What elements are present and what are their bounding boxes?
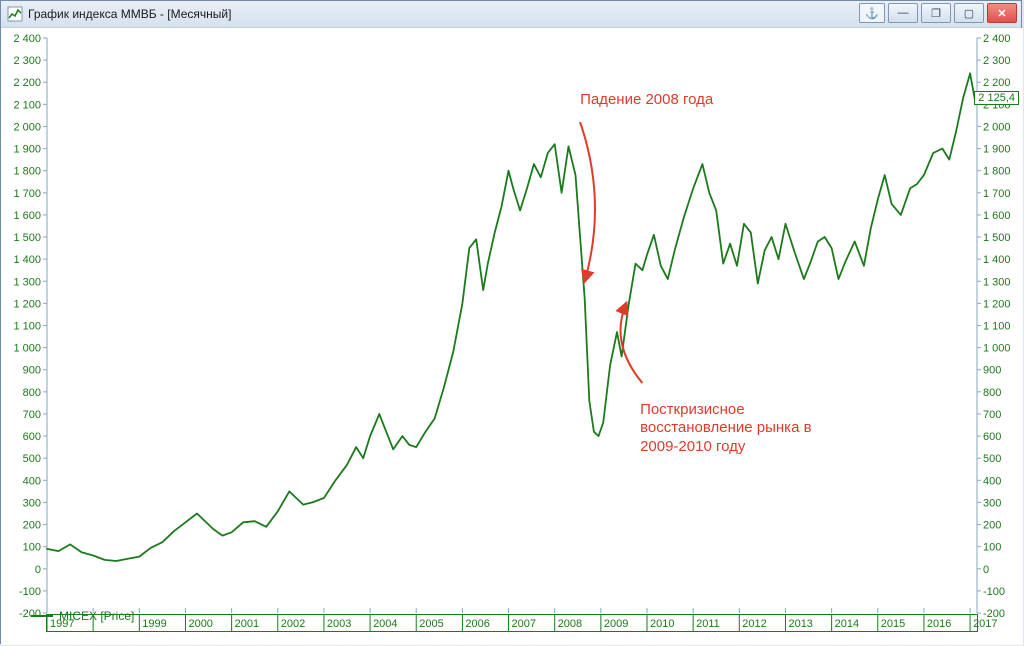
svg-text:300: 300 <box>983 497 1001 509</box>
svg-text:2016: 2016 <box>927 618 951 630</box>
svg-text:2 400: 2 400 <box>13 33 41 45</box>
svg-text:600: 600 <box>983 431 1001 443</box>
svg-text:900: 900 <box>23 365 41 377</box>
svg-text:2 400: 2 400 <box>983 33 1011 45</box>
legend-swatch <box>31 615 53 617</box>
svg-text:1 800: 1 800 <box>13 166 41 178</box>
svg-text:1 000: 1 000 <box>13 343 41 355</box>
svg-text:1 000: 1 000 <box>983 343 1011 355</box>
svg-text:1 100: 1 100 <box>983 321 1011 333</box>
svg-text:1 300: 1 300 <box>13 276 41 288</box>
svg-text:2 200: 2 200 <box>13 77 41 89</box>
svg-text:900: 900 <box>983 365 1001 377</box>
svg-text:700: 700 <box>983 409 1001 421</box>
svg-text:0: 0 <box>983 564 989 576</box>
svg-text:700: 700 <box>23 409 41 421</box>
svg-text:1 200: 1 200 <box>983 298 1011 310</box>
svg-text:1 200: 1 200 <box>13 298 41 310</box>
restore-button[interactable]: ❐ <box>921 3 951 23</box>
annotation-crash-2008: Падение 2008 года <box>580 91 713 110</box>
chart-svg: -200-200-100-100001001002002003003004004… <box>1 28 1023 645</box>
svg-text:-100: -100 <box>19 586 41 598</box>
svg-text:600: 600 <box>23 431 41 443</box>
svg-text:0: 0 <box>35 564 41 576</box>
svg-text:800: 800 <box>983 387 1001 399</box>
svg-text:2011: 2011 <box>696 618 720 630</box>
svg-text:2003: 2003 <box>327 618 351 630</box>
svg-text:1 600: 1 600 <box>983 210 1011 222</box>
close-button[interactable]: ✕ <box>987 3 1017 23</box>
svg-text:2001: 2001 <box>235 618 259 630</box>
svg-text:300: 300 <box>23 497 41 509</box>
svg-text:2 000: 2 000 <box>13 121 41 133</box>
svg-text:1 500: 1 500 <box>13 232 41 244</box>
svg-text:1999: 1999 <box>142 618 166 630</box>
anchor-button[interactable]: ⚓ <box>859 3 885 23</box>
svg-text:2010: 2010 <box>650 618 674 630</box>
svg-text:1 300: 1 300 <box>983 276 1011 288</box>
svg-text:500: 500 <box>983 453 1001 465</box>
svg-text:1 900: 1 900 <box>13 144 41 156</box>
titlebar[interactable]: График индекса ММВБ - [Месячный] ⚓ — ❐ ▢… <box>1 1 1021 28</box>
svg-text:1 800: 1 800 <box>983 166 1011 178</box>
window-controls: ⚓ — ❐ ▢ ✕ <box>859 3 1017 23</box>
legend-label: MICEX [Price] <box>59 609 134 623</box>
svg-text:2 100: 2 100 <box>13 99 41 111</box>
window-title: График индекса ММВБ - [Месячный] <box>28 7 231 21</box>
svg-text:2013: 2013 <box>788 618 812 630</box>
maximize-button[interactable]: ▢ <box>954 3 984 23</box>
svg-text:-100: -100 <box>983 586 1005 598</box>
svg-text:2006: 2006 <box>465 618 489 630</box>
svg-text:1 400: 1 400 <box>13 254 41 266</box>
svg-text:800: 800 <box>23 387 41 399</box>
svg-text:1 700: 1 700 <box>983 188 1011 200</box>
svg-text:2005: 2005 <box>419 618 443 630</box>
svg-text:2008: 2008 <box>558 618 582 630</box>
annotation-recovery-2009-2010: Посткризисное восстановление рынка в 200… <box>640 401 811 457</box>
chart-area: -200-200-100-100001001002002003003004004… <box>1 28 1021 643</box>
svg-text:2002: 2002 <box>281 618 305 630</box>
svg-text:2 000: 2 000 <box>983 121 1011 133</box>
svg-text:2012: 2012 <box>742 618 766 630</box>
svg-text:200: 200 <box>23 520 41 532</box>
svg-text:400: 400 <box>23 475 41 487</box>
svg-text:400: 400 <box>983 475 1001 487</box>
svg-text:1 500: 1 500 <box>983 232 1011 244</box>
svg-text:1 900: 1 900 <box>983 144 1011 156</box>
svg-text:1 600: 1 600 <box>13 210 41 222</box>
svg-text:2007: 2007 <box>512 618 536 630</box>
svg-text:2004: 2004 <box>373 618 397 630</box>
svg-text:2 300: 2 300 <box>13 55 41 67</box>
svg-text:100: 100 <box>23 542 41 554</box>
svg-text:2000: 2000 <box>188 618 212 630</box>
svg-text:2009: 2009 <box>604 618 628 630</box>
svg-text:2 300: 2 300 <box>983 55 1011 67</box>
svg-text:100: 100 <box>983 542 1001 554</box>
svg-text:1 100: 1 100 <box>13 321 41 333</box>
last-value-readout: 2 125,4 <box>974 91 1019 105</box>
svg-text:1 700: 1 700 <box>13 188 41 200</box>
app-icon <box>7 6 23 22</box>
svg-text:1 400: 1 400 <box>983 254 1011 266</box>
app-window: График индекса ММВБ - [Месячный] ⚓ — ❐ ▢… <box>0 0 1022 644</box>
svg-text:2015: 2015 <box>881 618 905 630</box>
svg-text:2014: 2014 <box>835 618 859 630</box>
svg-text:500: 500 <box>23 453 41 465</box>
svg-text:2017: 2017 <box>973 618 997 630</box>
svg-text:200: 200 <box>983 520 1001 532</box>
svg-text:2 200: 2 200 <box>983 77 1011 89</box>
legend: MICEX [Price] <box>31 609 134 623</box>
minimize-button[interactable]: — <box>888 3 918 23</box>
